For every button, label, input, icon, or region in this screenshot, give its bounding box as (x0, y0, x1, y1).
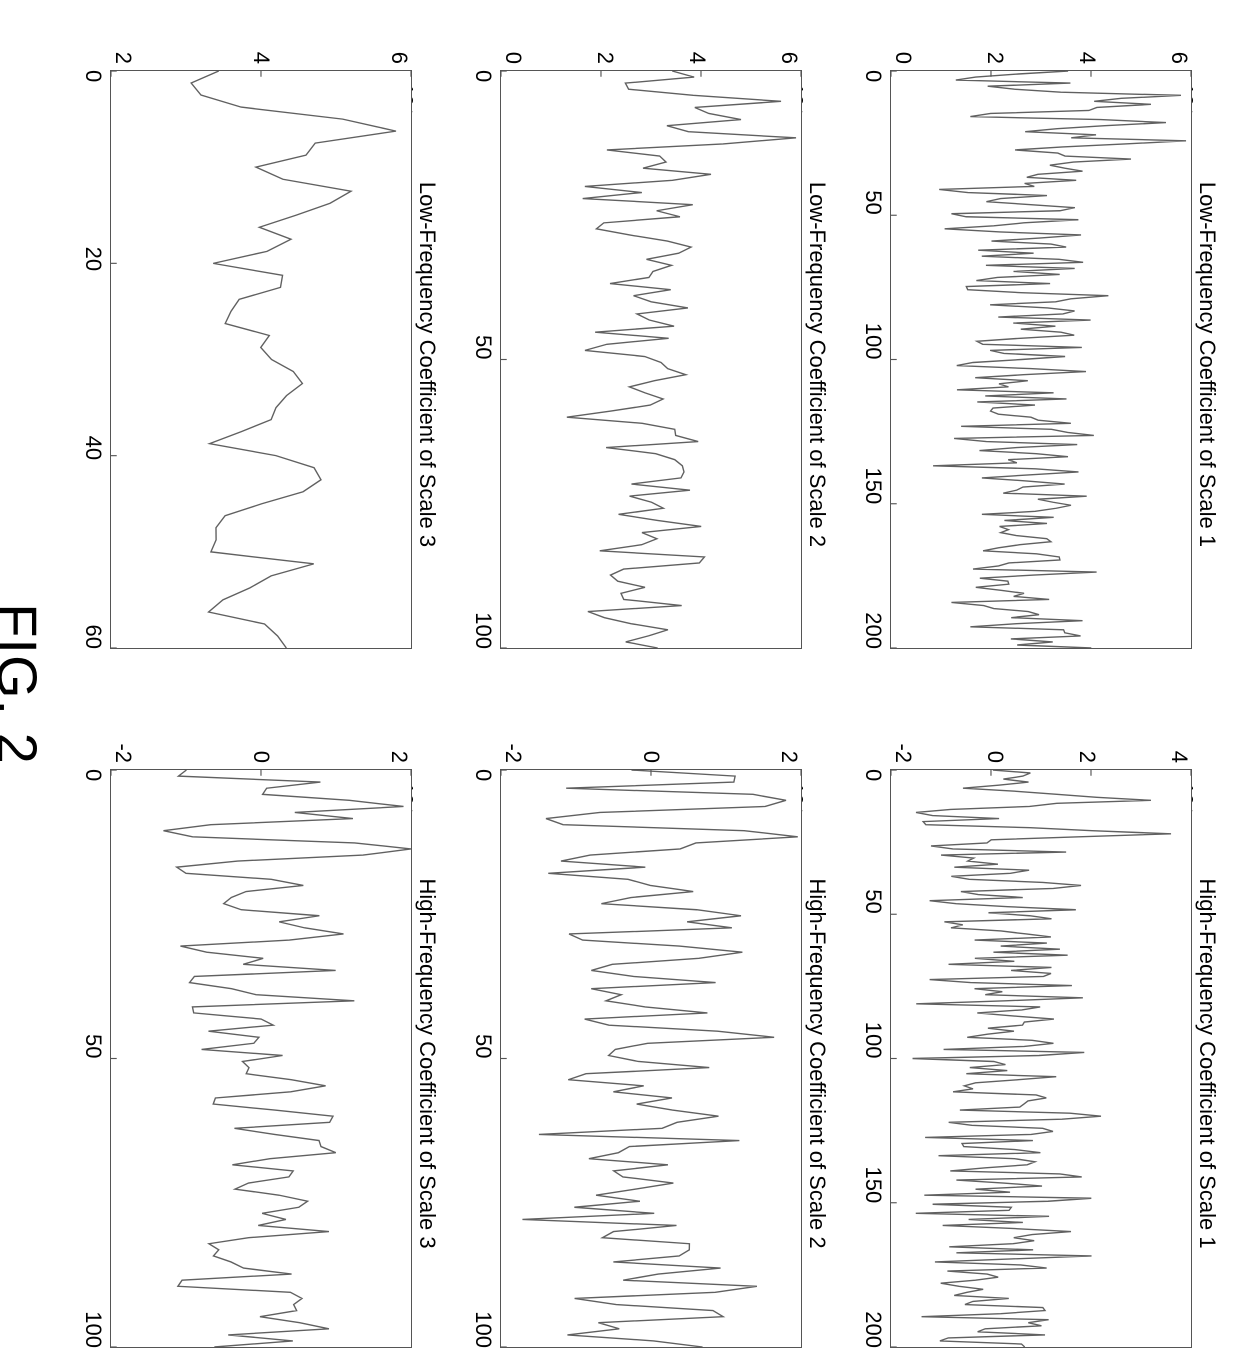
x-ticks: 050100150200 (860, 70, 890, 649)
plot-area (500, 769, 802, 1348)
plot-area (110, 769, 412, 1348)
panel-title: High-Frequency Coefficient of Scale 1 (1194, 779, 1220, 1348)
figure-label: FIG. 2 (0, 603, 50, 765)
y-ticks: 20-2 (500, 719, 802, 769)
panel-title: High-Frequency Coefficient of Scale 2 (804, 779, 830, 1348)
y-ticks: 6420 (500, 20, 802, 70)
x-ticks: 050100 (80, 769, 110, 1348)
plot-area (110, 70, 412, 649)
y-ticks: 420-2 (890, 719, 1192, 769)
chart-panel-low2: Low-Frequency Coefficient of Scale 2×10⁴… (470, 20, 830, 649)
x-ticks: 0204060 (80, 70, 110, 649)
panel-title: Low-Frequency Coefficient of Scale 2 (804, 80, 830, 649)
y-ticks: 20-2 (110, 719, 412, 769)
chart-panel-high3: High-Frequency Coefficient of Scale 3×10… (80, 719, 440, 1348)
panel-title: Low-Frequency Coefficient of Scale 3 (414, 80, 440, 649)
plot-area (890, 769, 1192, 1348)
x-ticks: 050100 (470, 70, 500, 649)
chart-panel-low3: Low-Frequency Coefficient of Scale 3×10⁴… (80, 20, 440, 649)
panel-title: Low-Frequency Coefficient of Scale 1 (1194, 80, 1220, 649)
chart-panel-low1: Low-Frequency Coefficient of Scale 1×10⁴… (860, 20, 1220, 649)
y-ticks: 6420 (890, 20, 1192, 70)
chart-grid: Low-Frequency Coefficient of Scale 1×10⁴… (80, 20, 1220, 1348)
chart-panel-high2: High-Frequency Coefficient of Scale 2×10… (470, 719, 830, 1348)
x-ticks: 050100150200 (860, 769, 890, 1348)
plot-area (500, 70, 802, 649)
x-ticks: 050100 (470, 769, 500, 1348)
panel-title: High-Frequency Coefficient of Scale 3 (414, 779, 440, 1348)
chart-panel-high1: High-Frequency Coefficient of Scale 1×10… (860, 719, 1220, 1348)
plot-area (890, 70, 1192, 649)
y-ticks: 642 (110, 20, 412, 70)
